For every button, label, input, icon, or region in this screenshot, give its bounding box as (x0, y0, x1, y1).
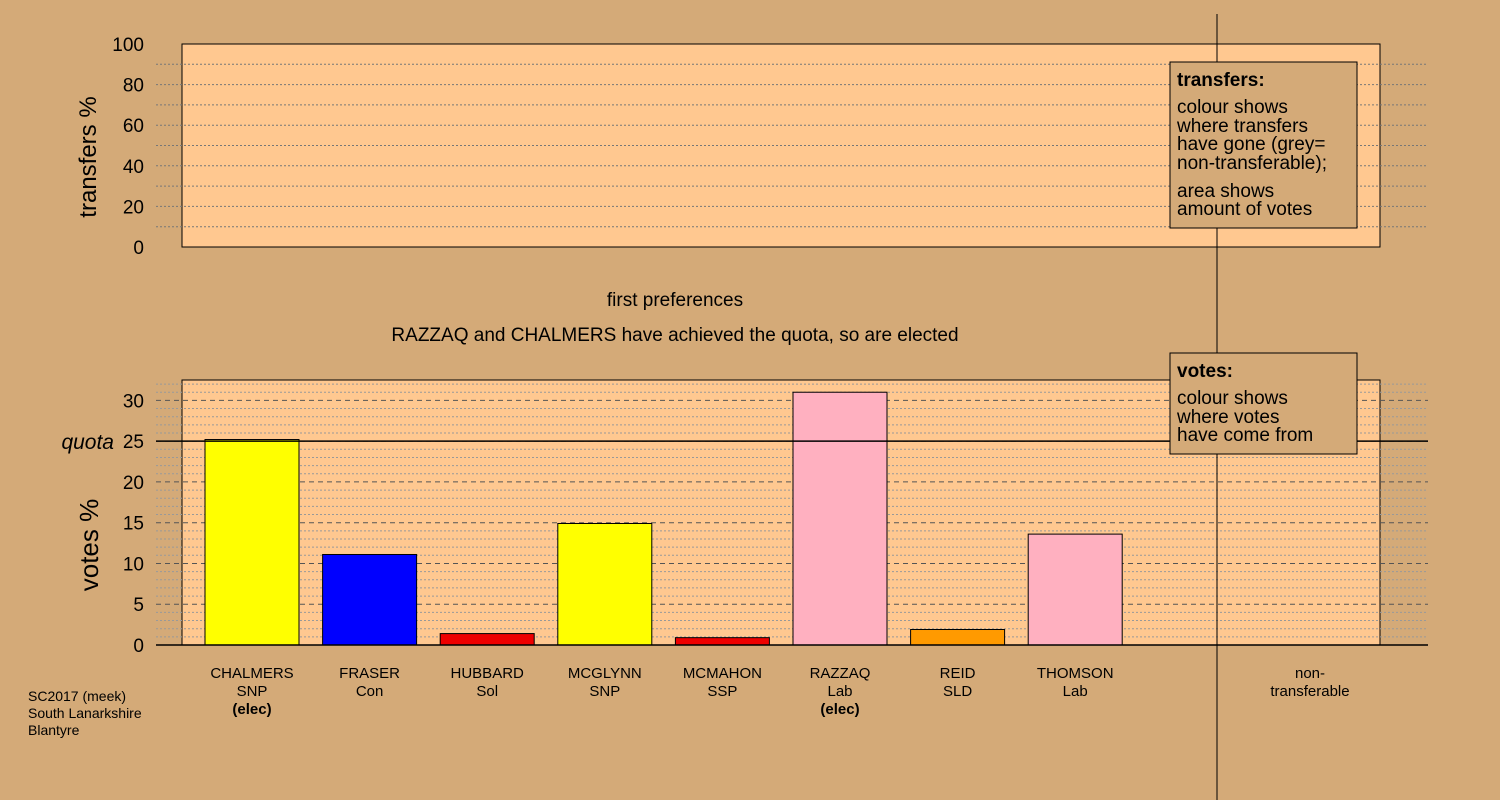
quota-label: quota (61, 431, 114, 454)
transfers-legend-line: where transfers (1176, 116, 1308, 137)
candidate-party: Lab (1063, 683, 1088, 700)
candidate-party: Lab (827, 683, 852, 700)
candidate-name: MCMAHON (683, 665, 762, 682)
candidate-party: SNP (589, 683, 620, 700)
votes-bars (204, 391, 1123, 646)
candidate-party: Con (356, 683, 384, 700)
candidate-party: SSP (707, 683, 737, 700)
transfers-legend-line: colour shows (1177, 97, 1288, 118)
bar-hubbard (439, 633, 535, 646)
non-transferable-label: transferable (1270, 683, 1349, 700)
bar-razzaq (792, 391, 888, 646)
transfers-legend-line: area shows (1177, 181, 1274, 202)
candidate-party: SNP (237, 683, 268, 700)
votes-legend-line: have come from (1177, 425, 1313, 446)
votes-y-axis-label: votes % (74, 499, 104, 592)
candidate-name: RAZZAQ (810, 665, 871, 682)
transfers-y-tick-label: 20 (123, 197, 144, 218)
votes-legend-line: colour shows (1177, 388, 1288, 409)
candidate-name: HUBBARD (451, 665, 525, 682)
candidate-party: SLD (943, 683, 972, 700)
transfers-legend-line: amount of votes (1177, 199, 1312, 220)
candidate-name: FRASER (339, 665, 400, 682)
votes-y-tick-label: 5 (133, 595, 144, 616)
footer-line: South Lanarkshire (28, 705, 142, 721)
votes-legend-title: votes: (1177, 361, 1233, 382)
elected-note: (elec) (232, 701, 271, 718)
transfers-legend-line: non-transferable); (1177, 153, 1327, 174)
transfers-legend-box (1169, 61, 1358, 229)
elected-note: (elec) (820, 701, 859, 718)
votes-legend: votes: colour shows where votes have com… (1169, 352, 1358, 455)
bar-fraser (322, 553, 418, 646)
votes-y-tick-label: 25 (123, 432, 144, 453)
bar-chalmers (204, 439, 300, 646)
candidate-name: THOMSON (1037, 665, 1114, 682)
candidate-labels: CHALMERSSNP(elec)FRASERConHUBBARDSolMCGL… (210, 665, 1349, 718)
candidate-name: MCGLYNN (568, 665, 642, 682)
votes-y-tick-label: 20 (123, 473, 144, 494)
votes-legend-box (1169, 352, 1358, 455)
transfers-y-ticks: 0 20 40 60 80 100 (112, 35, 144, 259)
footer-line: SC2017 (meek) (28, 688, 126, 704)
transfers-y-tick-label: 100 (112, 35, 144, 56)
candidate-party: Sol (476, 683, 498, 700)
candidate-name: REID (940, 665, 976, 682)
bar-thomson (1027, 533, 1123, 646)
non-transferable-label: non- (1295, 665, 1325, 682)
transfers-y-tick-label: 0 (133, 238, 144, 259)
transfers-y-tick-label: 80 (123, 76, 144, 97)
footer-line: Blantyre (28, 722, 80, 738)
votes-legend-line: where votes (1176, 407, 1279, 428)
transfers-legend-title: transfers: (1177, 70, 1265, 91)
transfers-y-tick-label: 60 (123, 116, 144, 137)
votes-y-tick-label: 0 (133, 636, 144, 657)
votes-y-ticks: 0 5 10 15 20 25 30 (123, 391, 144, 657)
votes-y-tick-label: 15 (123, 514, 144, 535)
transfers-legend-line: have gone (grey= (1177, 134, 1325, 155)
bar-mcmahon (674, 637, 770, 646)
transfers-y-axis-label: transfers % (75, 96, 102, 217)
candidate-name: CHALMERS (210, 665, 293, 682)
bar-mcglynn (557, 523, 653, 646)
votes-y-tick-label: 10 (123, 554, 144, 575)
chart-subtitle: RAZZAQ and CHALMERS have achieved the qu… (391, 325, 958, 346)
chart-title: first preferences (607, 290, 743, 311)
transfers-y-tick-label: 40 (123, 157, 144, 178)
bar-reid (910, 629, 1006, 646)
transfers-legend: transfers: colour shows where transfers … (1169, 61, 1358, 229)
votes-y-tick-label: 30 (123, 391, 144, 412)
